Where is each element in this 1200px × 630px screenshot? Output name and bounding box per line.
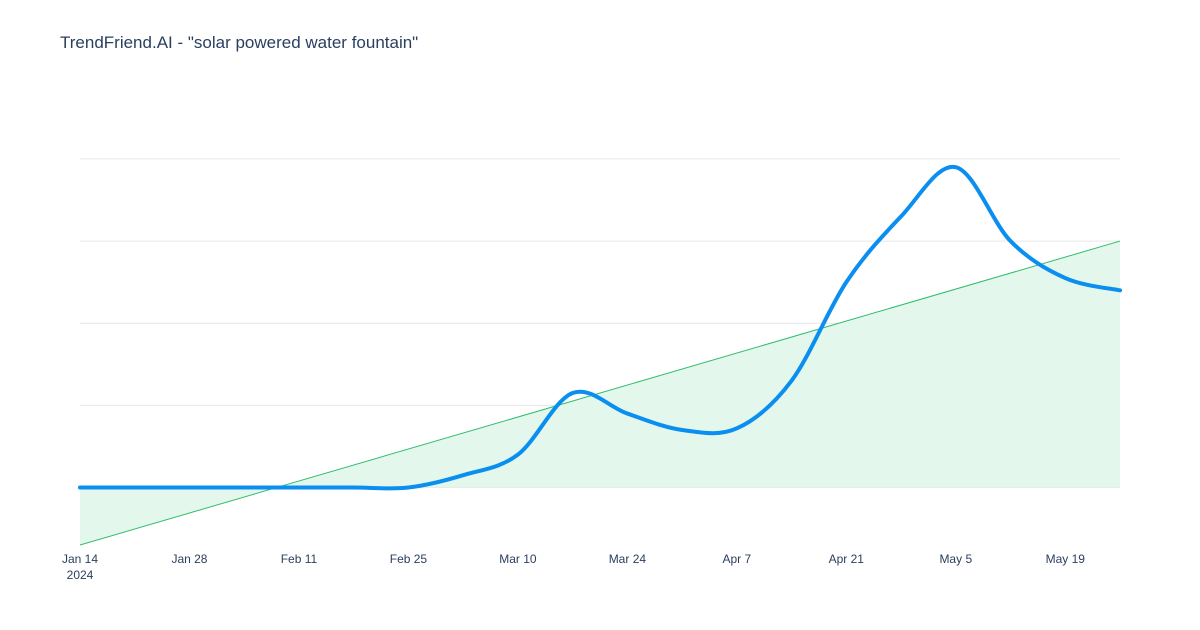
x-axis: Jan 14 2024 Jan 28 Feb 11 Feb 25 Mar 10 Mar 24… xyxy=(62,552,1085,582)
trendline-group xyxy=(79,240,1121,546)
series-group xyxy=(78,165,1122,491)
x-tick-year-label: 2024 xyxy=(67,568,94,582)
x-tick-label: May 19 xyxy=(1046,552,1086,566)
x-tick-label: Mar 10 xyxy=(499,552,537,566)
series-line xyxy=(78,165,1122,491)
x-tick-label: Feb 25 xyxy=(390,552,428,566)
x-tick-label: Jan 14 xyxy=(62,552,98,566)
x-tick-label: Apr 7 xyxy=(722,552,751,566)
x-tick-label: Jan 28 xyxy=(171,552,207,566)
trendline xyxy=(79,240,1121,546)
chart-title: TrendFriend.AI - "solar powered water fo… xyxy=(60,33,419,52)
x-tick-label: Apr 21 xyxy=(829,552,865,566)
x-tick-label: Mar 24 xyxy=(609,552,647,566)
x-tick-label: Feb 11 xyxy=(281,552,318,566)
x-tick-label: May 5 xyxy=(939,552,972,566)
